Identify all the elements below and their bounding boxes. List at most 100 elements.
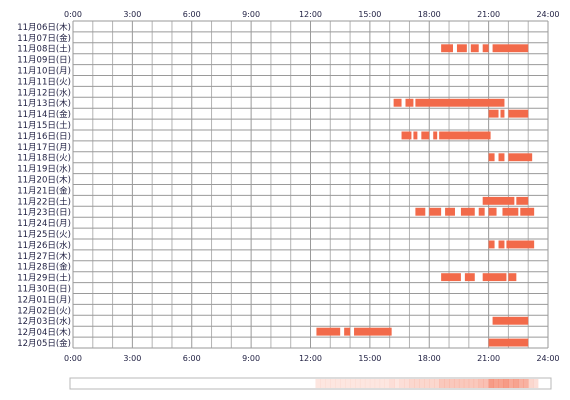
tick-label-bottom: 21:00 — [477, 354, 500, 363]
tick-label-bottom: 3:00 — [123, 354, 141, 363]
activity-segment — [502, 207, 519, 216]
heat-cell — [424, 379, 430, 388]
row-label: 11月15日(土) — [17, 120, 71, 131]
heat-cell — [498, 379, 504, 388]
tick-label-bottom: 15:00 — [358, 354, 381, 363]
activity-segment — [413, 131, 418, 140]
row-label: 11月21日(金) — [17, 185, 71, 196]
activity-segment — [405, 98, 414, 107]
heat-cell — [325, 379, 331, 388]
heat-cell — [414, 379, 420, 388]
heat-cell — [473, 379, 480, 388]
row-label: 11月13日(木) — [17, 98, 71, 109]
heat-cell — [528, 379, 534, 388]
heat-cell — [374, 379, 381, 388]
row-label: 11月11日(火) — [17, 77, 71, 87]
heat-cell — [458, 379, 465, 388]
summary-heat-strip — [69, 377, 552, 390]
heat-cell — [488, 379, 494, 388]
row-label: 11月27日(木) — [17, 251, 71, 262]
row-label: 11月12日(水) — [17, 87, 71, 98]
top-time-axis: 0:00 3:00 6:00 9:00 12:00 15:00 18:00 21:00 24:0… — [64, 10, 560, 19]
row-label: 12月01日(月) — [17, 295, 71, 305]
heat-cell — [429, 379, 435, 388]
heat-cell — [389, 379, 395, 388]
heat-cell — [478, 379, 484, 388]
heat-cell — [463, 379, 470, 388]
row-label: 11月10日(月) — [17, 67, 71, 77]
tick-label-bottom: 0:00 — [64, 354, 82, 363]
activity-segment — [415, 98, 505, 107]
activity-segment — [488, 338, 529, 347]
activity-segment — [421, 131, 430, 140]
row-label: 12月05日(金) — [17, 338, 71, 349]
heat-cell — [434, 379, 440, 388]
row-label: 11月09日(日) — [17, 56, 71, 66]
row-label: 11月28日(金) — [17, 262, 71, 273]
tick-label-bottom: 24:00 — [536, 354, 559, 363]
activity-segment — [508, 153, 533, 162]
activity-segment — [401, 131, 412, 140]
activity-segment — [488, 153, 495, 162]
grid — [72, 20, 549, 349]
row-label: 11月18日(火) — [17, 154, 71, 164]
heat-cell — [315, 379, 321, 388]
row-label: 11月20日(木) — [17, 175, 71, 186]
activity-segment — [520, 207, 535, 216]
activity-segment — [445, 207, 455, 216]
activity-segment — [488, 207, 497, 216]
heat-cell — [518, 379, 524, 388]
row-label: 11月22日(土) — [17, 196, 71, 207]
row-label: 11月07日(金) — [17, 33, 71, 44]
heat-cell — [350, 379, 356, 388]
activity-segment — [429, 207, 442, 216]
heat-cell — [340, 379, 346, 388]
activity-segment — [498, 153, 505, 162]
activity-segment — [488, 240, 495, 249]
heat-cell — [409, 379, 415, 388]
activity-segment — [492, 44, 529, 53]
heat-cell — [468, 379, 475, 388]
tick-label-top: 15:00 — [358, 10, 381, 19]
heat-cell — [533, 379, 539, 388]
row-label: 11月17日(月) — [17, 143, 71, 153]
row-label: 12月03日(水) — [17, 316, 71, 327]
row-label: 11月16日(日) — [17, 132, 71, 142]
activity-segment — [478, 207, 485, 216]
heat-cell — [320, 379, 326, 388]
activity-segment — [498, 240, 505, 249]
row-label: 12月02日(火) — [17, 306, 71, 316]
activity-segment — [482, 273, 507, 282]
heat-cell — [369, 379, 376, 388]
bottom-time-axis: 0:00 3:00 6:00 9:00 12:00 15:00 18:00 21:00 24:0… — [64, 354, 560, 363]
heat-cell — [513, 379, 519, 388]
activity-segment — [344, 327, 351, 336]
activity-segment — [482, 44, 489, 53]
row-label: 11月06日(木) — [17, 22, 71, 33]
tick-label-top: 21:00 — [477, 10, 500, 19]
activity-segment — [482, 196, 515, 205]
heat-cell — [345, 379, 351, 388]
activity-segment — [488, 109, 499, 118]
activity-segment — [354, 327, 392, 336]
row-label: 11月19日(水) — [17, 164, 71, 175]
heat-cell — [355, 379, 361, 388]
tick-label-bottom: 12:00 — [299, 354, 322, 363]
row-label: 11月08日(土) — [17, 44, 71, 55]
heat-cell — [404, 379, 410, 388]
activity-segment — [433, 131, 438, 140]
row-label: 11月23日(日) — [17, 208, 71, 218]
heat-strip-frame — [69, 377, 552, 390]
activity-segment — [470, 44, 479, 53]
heat-cell — [335, 379, 341, 388]
activity-segment — [464, 273, 475, 282]
heat-cell — [493, 379, 499, 388]
activity-segment — [492, 316, 529, 325]
activity-segment — [456, 44, 467, 53]
activity-segment — [516, 196, 529, 205]
tick-label-top: 24:00 — [536, 10, 559, 19]
heat-cell — [399, 379, 405, 388]
activity-segment — [316, 327, 341, 336]
activity-segment — [506, 240, 535, 249]
